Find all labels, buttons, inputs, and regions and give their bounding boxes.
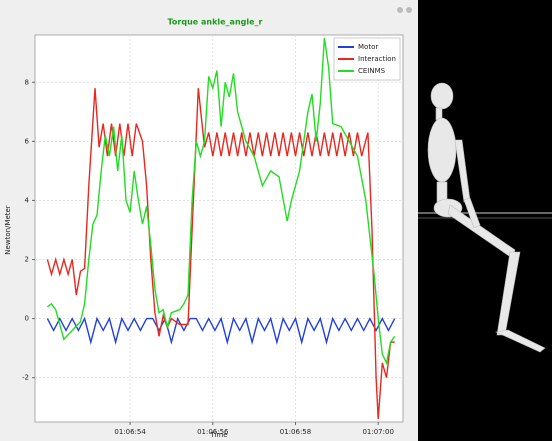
x-tick-label: 01:06:54 — [114, 428, 146, 436]
y-tick-label: -2 — [22, 374, 29, 382]
skeleton-view — [418, 0, 552, 441]
close-button[interactable] — [406, 7, 412, 13]
y-tick-label: 0 — [25, 315, 29, 323]
y-tick-label: 8 — [25, 78, 29, 86]
legend-label: Interaction — [358, 55, 396, 63]
y-tick-label: 4 — [25, 196, 30, 204]
legend-label: Motor — [358, 43, 378, 51]
page: {"chart_data": {"type": "line", "title":… — [0, 0, 552, 441]
viewport — [418, 0, 552, 441]
legend-label: CEINMS — [358, 67, 386, 75]
x-tick-label: 01:07:00 — [362, 428, 393, 436]
y-tick-label: 2 — [25, 256, 29, 264]
chart-title: Torque ankle_angle_r — [168, 18, 263, 27]
screen: Torque ankle_angle_r Time Newton/Meter -… — [0, 0, 552, 441]
x-tick-label: 01:06:56 — [197, 428, 229, 436]
x-tick-label: 01:06:58 — [280, 428, 311, 436]
y-axis-label: Newton/Meter — [4, 205, 12, 254]
y-tick-label: 6 — [25, 137, 30, 145]
window-button[interactable] — [397, 7, 403, 13]
